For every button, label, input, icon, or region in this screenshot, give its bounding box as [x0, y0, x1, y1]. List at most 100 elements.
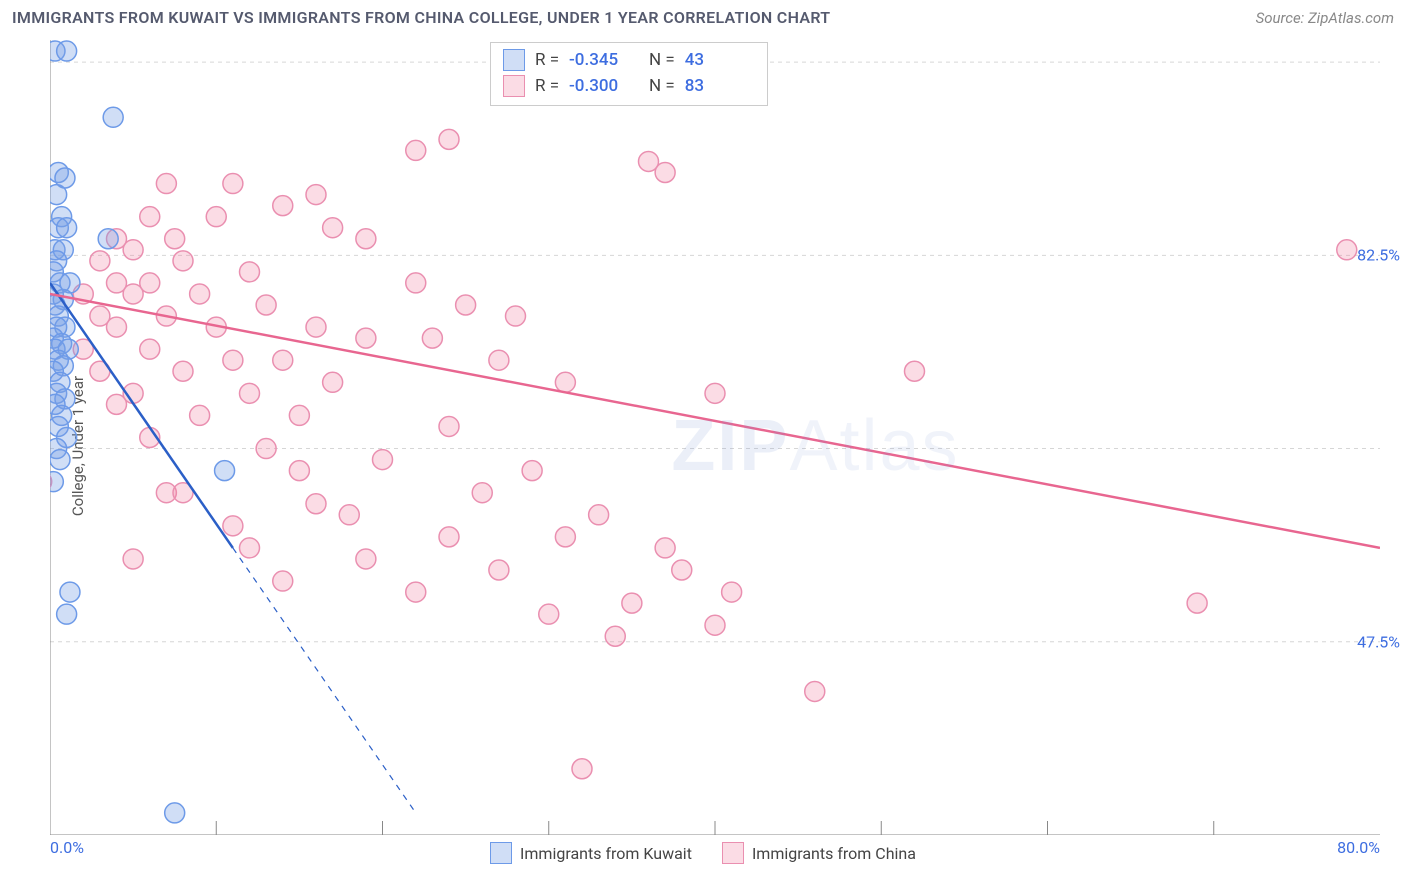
point-china	[156, 174, 176, 194]
point-china	[240, 538, 260, 558]
legend-label: Immigrants from China	[752, 844, 916, 863]
point-china	[373, 450, 393, 470]
point-china	[256, 439, 276, 459]
scatter-plot	[50, 40, 1380, 835]
legend-item: Immigrants from Kuwait	[490, 842, 692, 864]
point-china	[289, 405, 309, 425]
point-china	[306, 494, 326, 514]
point-china	[173, 361, 193, 381]
point-china	[339, 505, 359, 525]
stats-row: R = -0.345 N = 43	[503, 47, 755, 73]
point-china	[240, 383, 260, 403]
stats-legend-box: R =-0.345N =43R =-0.300N =83	[490, 42, 768, 106]
point-kuwait	[215, 461, 235, 481]
point-china	[705, 615, 725, 635]
point-china	[705, 383, 725, 403]
point-kuwait	[165, 803, 185, 823]
point-kuwait	[98, 229, 118, 249]
point-china	[140, 339, 160, 359]
chart-source: Source: ZipAtlas.com	[1256, 9, 1394, 27]
point-china	[323, 372, 343, 392]
stat-r-value: -0.345	[569, 50, 639, 70]
point-china	[323, 218, 343, 238]
point-china	[672, 560, 692, 580]
point-china	[655, 538, 675, 558]
point-china	[555, 372, 575, 392]
point-china	[406, 273, 426, 293]
point-china	[306, 185, 326, 205]
point-china	[555, 527, 575, 547]
legend-swatch	[722, 842, 744, 864]
point-china	[123, 284, 143, 304]
point-china	[605, 626, 625, 646]
point-china	[522, 461, 542, 481]
stats-row: R =-0.300N =83	[503, 73, 755, 99]
point-china	[572, 759, 592, 779]
chart-svg	[50, 40, 1380, 835]
point-china	[589, 505, 609, 525]
point-china	[190, 405, 210, 425]
point-china	[439, 416, 459, 436]
point-china	[123, 240, 143, 260]
point-china	[1187, 593, 1207, 613]
trend-line-kuwait-dashed	[233, 548, 416, 813]
point-kuwait	[50, 450, 70, 470]
stats-swatch	[503, 75, 525, 97]
point-china	[356, 328, 376, 348]
point-kuwait	[50, 472, 63, 492]
point-kuwait	[103, 107, 123, 127]
point-china	[406, 582, 426, 602]
point-china	[273, 196, 293, 216]
trend-line-china	[50, 294, 1380, 548]
point-kuwait	[57, 218, 77, 238]
legend-swatch	[490, 842, 512, 864]
point-china	[905, 361, 925, 381]
point-china	[273, 571, 293, 591]
stat-n-label: N =	[649, 50, 675, 70]
point-china	[256, 295, 276, 315]
stat-r-label: R =	[535, 50, 559, 70]
point-china	[1337, 240, 1357, 260]
stats-swatch	[503, 49, 525, 71]
point-china	[356, 549, 376, 569]
point-kuwait	[60, 582, 80, 602]
point-kuwait	[50, 185, 67, 205]
point-china	[439, 129, 459, 149]
chart-title: IMMIGRANTS FROM KUWAIT VS IMMIGRANTS FRO…	[12, 8, 830, 27]
stat-n-value: 43	[685, 50, 755, 70]
point-china	[406, 140, 426, 160]
point-china	[439, 527, 459, 547]
point-china	[722, 582, 742, 602]
point-china	[223, 174, 243, 194]
point-kuwait	[57, 604, 77, 624]
point-china	[223, 516, 243, 536]
point-china	[190, 284, 210, 304]
point-china	[223, 350, 243, 370]
point-china	[90, 251, 110, 271]
point-china	[356, 229, 376, 249]
point-china	[123, 549, 143, 569]
stat-r-label: R =	[535, 76, 559, 96]
point-china	[539, 604, 559, 624]
point-china	[489, 350, 509, 370]
point-china	[165, 229, 185, 249]
point-china	[306, 317, 326, 337]
point-china	[107, 317, 127, 337]
point-china	[107, 394, 127, 414]
point-china	[472, 483, 492, 503]
point-china	[422, 328, 442, 348]
stat-r-value: -0.300	[569, 76, 639, 96]
bottom-legend: Immigrants from Kuwait Immigrants from Ch…	[0, 842, 1406, 864]
point-china	[489, 560, 509, 580]
legend-label: Immigrants from Kuwait	[520, 844, 692, 863]
point-china	[289, 461, 309, 481]
point-china	[273, 350, 293, 370]
point-china	[655, 163, 675, 183]
point-china	[456, 295, 476, 315]
legend-item: Immigrants from China	[722, 842, 916, 864]
stat-n-label: N =	[649, 76, 675, 96]
point-china	[506, 306, 526, 326]
point-china	[140, 207, 160, 227]
point-china	[622, 593, 642, 613]
point-china	[240, 262, 260, 282]
